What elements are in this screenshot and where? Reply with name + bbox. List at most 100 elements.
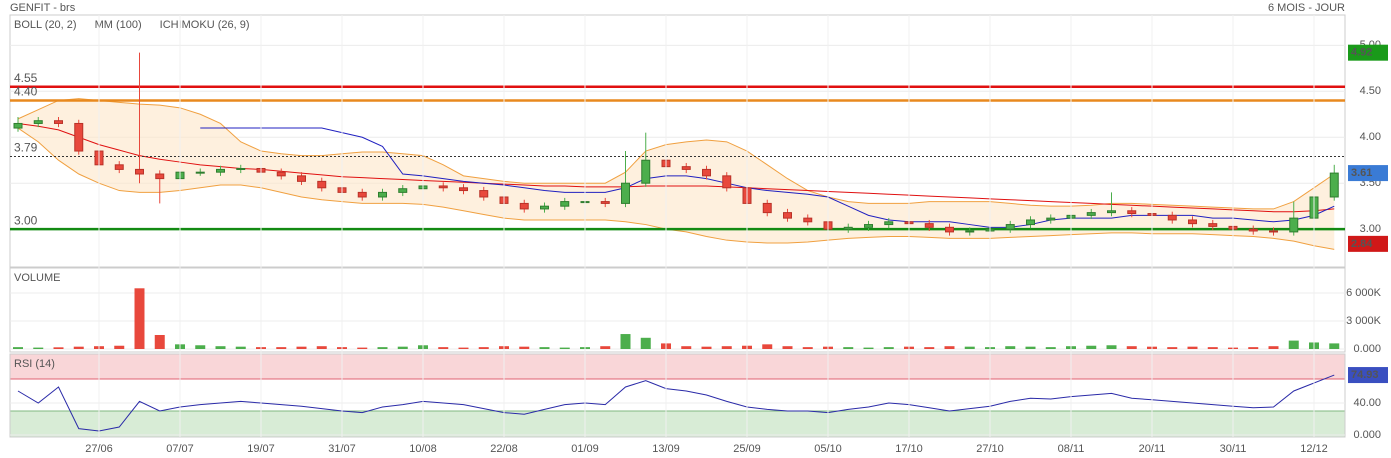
x-tick-label: 08/11 bbox=[1058, 443, 1085, 455]
panel-title: VOLUME bbox=[14, 272, 60, 284]
volume-bar bbox=[134, 288, 145, 349]
y-tick-label: 4.50 bbox=[1360, 85, 1381, 97]
x-tick-label: 07/07 bbox=[166, 443, 194, 455]
volume-bar bbox=[1248, 347, 1259, 349]
rsi-line bbox=[17, 374, 1335, 432]
price-marker bbox=[1348, 44, 1388, 61]
volume-bar bbox=[1025, 346, 1036, 349]
x-tick-label: 12/12 bbox=[1300, 443, 1328, 455]
y-tick-label: 3 000K bbox=[1346, 315, 1382, 327]
volume-bar bbox=[215, 346, 226, 349]
volume-bar bbox=[1207, 347, 1218, 349]
y-tick-label: 0.000 bbox=[1353, 343, 1381, 355]
volume-bar bbox=[13, 347, 23, 349]
volume-bar bbox=[1126, 346, 1137, 349]
volume-bar bbox=[782, 346, 793, 349]
volume-bar bbox=[1045, 347, 1056, 349]
rsi-marker-label: 74.93 bbox=[1351, 369, 1379, 381]
volume-bar bbox=[640, 337, 651, 349]
candle-body bbox=[297, 175, 306, 182]
candle-body bbox=[762, 202, 772, 214]
candle-body bbox=[357, 191, 367, 198]
candle-body bbox=[803, 217, 813, 223]
price-marker-label: 4.92 bbox=[1351, 47, 1372, 59]
level-label: 3.79 bbox=[14, 141, 38, 155]
volume-bar bbox=[701, 346, 712, 349]
volume-bar bbox=[114, 345, 125, 349]
level-label: 4.40 bbox=[14, 85, 38, 99]
volume-bar bbox=[964, 346, 975, 349]
volume-bar bbox=[276, 347, 287, 349]
oversold-zone bbox=[10, 411, 1345, 437]
y-tick-label: 0.000 bbox=[1353, 429, 1381, 441]
volume-bar bbox=[458, 347, 469, 349]
price-marker-label: 2.84 bbox=[1351, 238, 1373, 250]
candle-body bbox=[864, 224, 873, 228]
volume-bar bbox=[802, 347, 813, 349]
volume-bar bbox=[559, 347, 570, 349]
volume-bar bbox=[33, 347, 44, 349]
candle-body bbox=[1005, 224, 1015, 230]
candle-body bbox=[135, 168, 144, 175]
volume-bar bbox=[73, 346, 84, 349]
candle-body bbox=[479, 190, 489, 198]
volume-bar bbox=[681, 346, 692, 349]
rsi-marker bbox=[1348, 367, 1388, 384]
volume-bar bbox=[1329, 343, 1340, 349]
candle-body bbox=[33, 120, 43, 124]
candle-body bbox=[438, 185, 448, 189]
y-tick-label: 4.00 bbox=[1360, 131, 1381, 143]
volume-bar bbox=[762, 344, 773, 349]
volume-bar bbox=[519, 346, 530, 349]
volume-bar bbox=[883, 347, 894, 349]
candle-body bbox=[74, 122, 84, 152]
x-tick-label: 05/10 bbox=[814, 443, 842, 455]
candle-body bbox=[641, 159, 651, 184]
candle-body bbox=[1107, 210, 1116, 214]
price-marker bbox=[1348, 165, 1388, 182]
candle-body bbox=[378, 191, 387, 198]
volume-bar bbox=[296, 346, 307, 349]
volume-bar bbox=[944, 346, 955, 349]
candle-body bbox=[1188, 219, 1197, 225]
legend-entry: BOLL (20, 2) bbox=[14, 19, 77, 31]
volume-bar bbox=[924, 347, 935, 349]
x-tick-label: 01/09 bbox=[571, 443, 599, 455]
panel-frame bbox=[9, 353, 1346, 438]
bollinger-band bbox=[18, 98, 1335, 250]
y-tick-label: 3.00 bbox=[1360, 223, 1381, 235]
volume-bar bbox=[600, 346, 611, 349]
candle-body bbox=[398, 188, 408, 193]
candle-body bbox=[1167, 214, 1177, 221]
candle-body bbox=[1208, 223, 1218, 227]
candle-body bbox=[702, 168, 711, 177]
volume-bar bbox=[357, 347, 368, 349]
price-marker-label: 3.61 bbox=[1351, 167, 1372, 179]
x-tick-label: 22/08 bbox=[490, 443, 518, 455]
volume-bar bbox=[1288, 340, 1299, 349]
level-label: 4.55 bbox=[14, 71, 38, 85]
candle-body bbox=[945, 226, 954, 233]
x-tick-label: 17/10 bbox=[895, 443, 923, 455]
x-tick-label: 27/06 bbox=[85, 443, 113, 455]
candle-body bbox=[965, 230, 975, 233]
volume-bar bbox=[397, 346, 408, 349]
candle-body bbox=[843, 226, 853, 230]
candle-body bbox=[1289, 217, 1299, 233]
candle-body bbox=[924, 223, 934, 228]
x-tick-label: 13/09 bbox=[652, 443, 680, 455]
x-tick-label: 20/11 bbox=[1139, 443, 1166, 455]
candle-body bbox=[1127, 210, 1137, 215]
volume-bar bbox=[154, 334, 165, 349]
period: 6 MOIS - JOUR bbox=[1268, 2, 1345, 14]
candle-body bbox=[783, 212, 792, 219]
volume-bar bbox=[1187, 346, 1198, 349]
x-tick-label: 19/07 bbox=[247, 443, 275, 455]
candle-body bbox=[540, 205, 549, 210]
legend-entry: MM (100) bbox=[95, 19, 142, 31]
volume-bar bbox=[1086, 345, 1097, 349]
level-label: 3.00 bbox=[14, 213, 38, 227]
candle-body bbox=[1248, 228, 1258, 232]
panel-frame bbox=[9, 14, 1346, 268]
